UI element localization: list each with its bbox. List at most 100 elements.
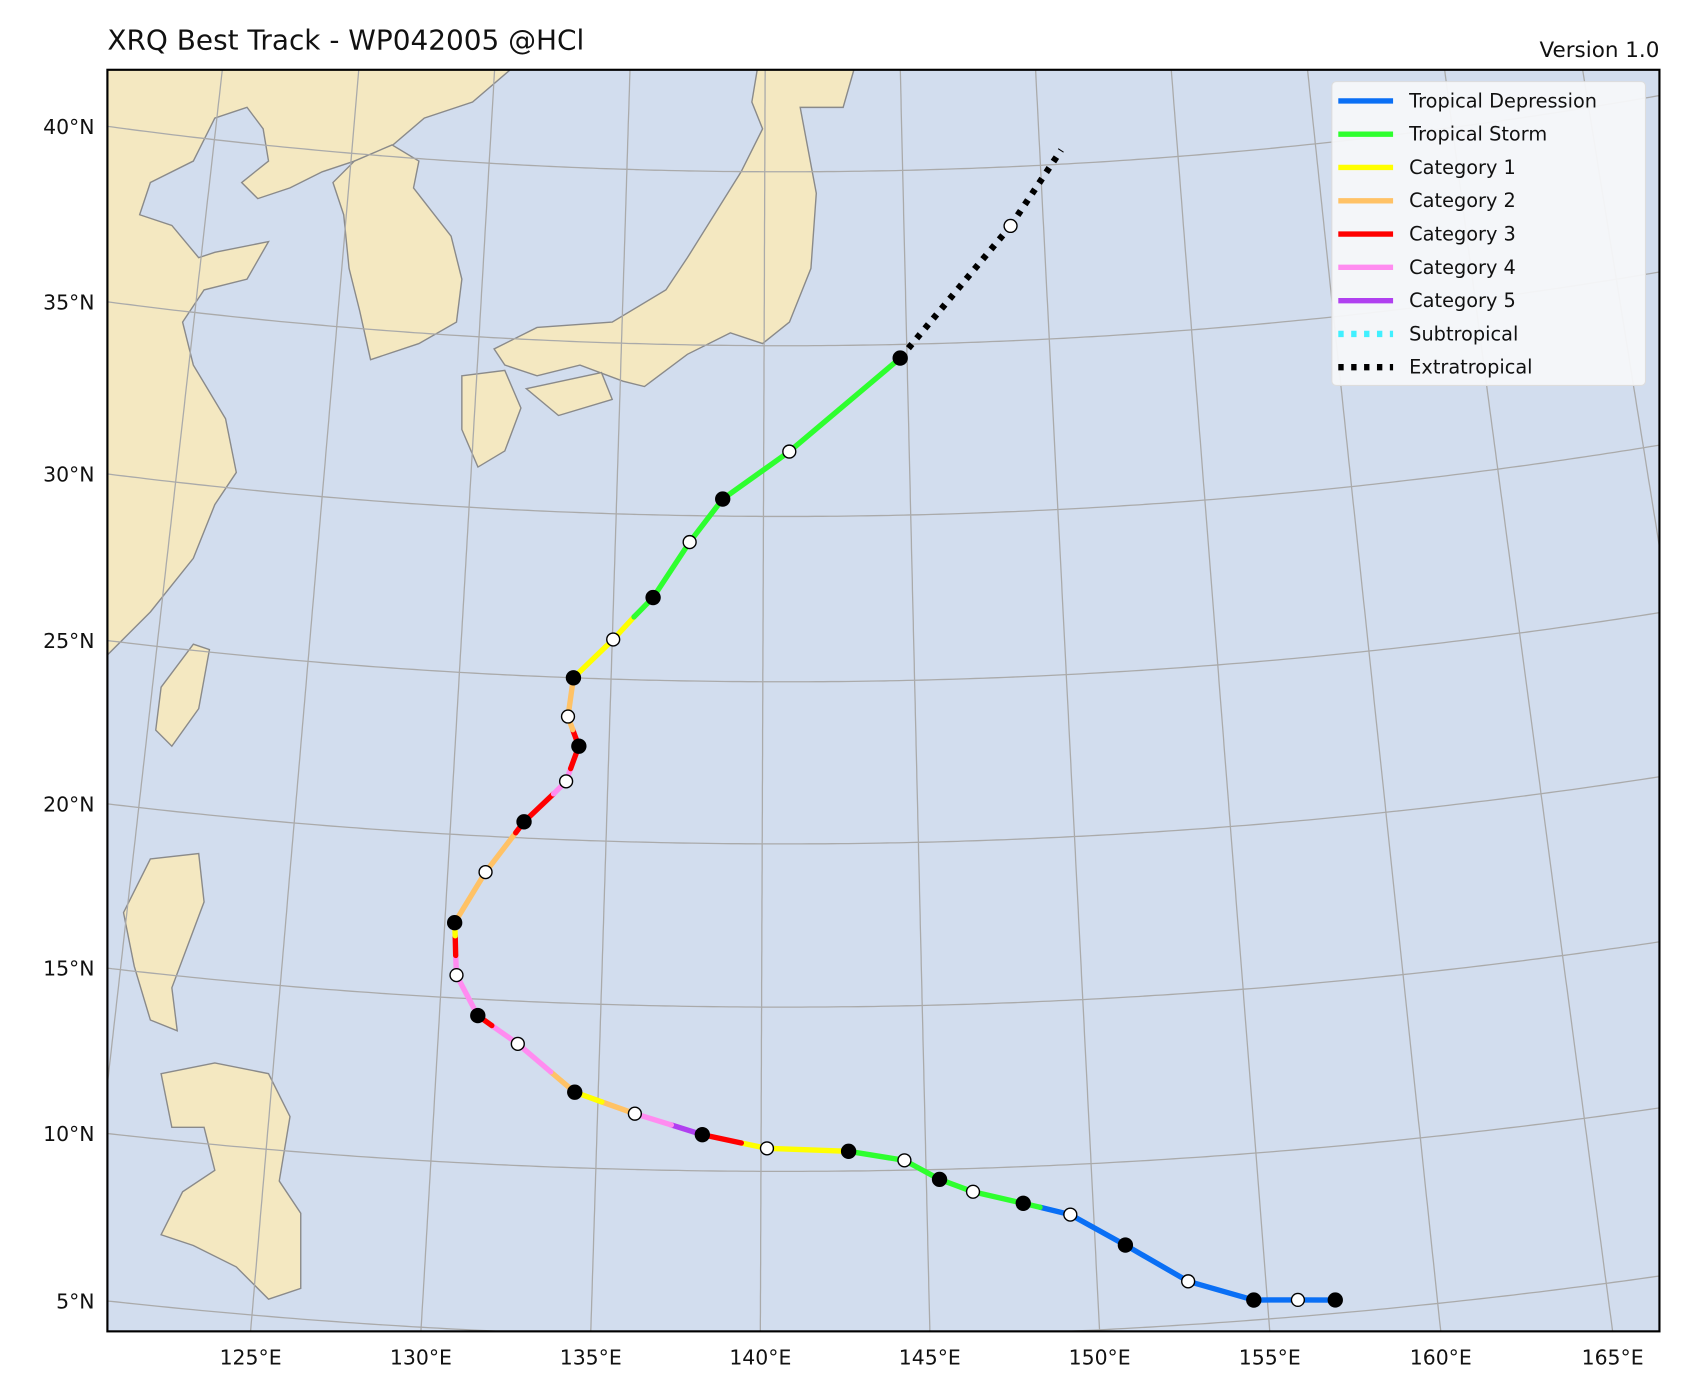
x-tick-label: 160°E — [1410, 1346, 1472, 1370]
meridian-line — [590, 69, 631, 1332]
axis-tick-labels: 125°E 130°E 135°E 140°E 145°E 150°E 155°E 160°E… — [43, 115, 1644, 1370]
x-tick-label: 145°E — [899, 1346, 961, 1370]
x-tick-label: 135°E — [560, 1346, 622, 1370]
land-layer — [107, 69, 855, 1300]
track-point-open — [782, 444, 797, 459]
meridian-line — [759, 69, 766, 1332]
y-tick-label: 25°N — [43, 629, 94, 653]
track-point-filled — [571, 738, 587, 754]
track-point-filled — [715, 491, 731, 507]
y-tick-label: 15°N — [43, 957, 94, 981]
y-tick-label: 10°N — [43, 1122, 94, 1146]
track-segment-TS — [720, 448, 792, 502]
map-frame — [106, 68, 1661, 1333]
land-visayas-mindanao — [160, 1062, 302, 1300]
track-point-open — [1290, 1292, 1306, 1308]
legend-label: Tropical Storm — [1408, 123, 1547, 146]
y-tick-label: 30°N — [43, 462, 94, 486]
track-point-filled — [516, 814, 532, 830]
track-point-open — [965, 1184, 981, 1199]
track-point-filled — [694, 1127, 711, 1143]
track-point-open — [627, 1106, 643, 1121]
x-tick-label: 155°E — [1239, 1346, 1301, 1370]
land-china — [107, 69, 512, 656]
legend-box — [1331, 81, 1647, 386]
y-tick-label: 20°N — [43, 792, 94, 816]
parallel-line — [107, 612, 1660, 683]
track-segment-EX — [897, 223, 1014, 361]
track-point-filled — [892, 350, 908, 366]
track-point-open — [759, 1141, 775, 1156]
track-point-filled — [1117, 1237, 1134, 1253]
meridian-line — [899, 69, 931, 1332]
legend: Tropical Depression Tropical Storm Categor… — [1331, 81, 1647, 386]
track-point-filled — [931, 1171, 948, 1188]
track-point-open — [560, 709, 576, 724]
parallel-line — [107, 444, 1660, 518]
track-point-open — [449, 967, 464, 983]
track-point-filled — [470, 1007, 486, 1024]
x-tick-label: 130°E — [390, 1346, 452, 1370]
land-japan-kyushu — [461, 369, 522, 469]
track-point-filled — [1015, 1195, 1031, 1211]
meridian-line — [1034, 69, 1101, 1332]
track-segment-EX — [1007, 148, 1064, 228]
x-tick-label: 140°E — [729, 1346, 791, 1370]
chart-title: XRQ Best Track - WP042005 @HCl — [107, 23, 584, 56]
legend-label: Category 5 — [1409, 289, 1516, 312]
land-taiwan — [155, 643, 211, 748]
track-point-open — [1181, 1274, 1196, 1289]
x-tick-label: 125°E — [220, 1346, 282, 1370]
legend-label: Extratropical — [1409, 356, 1532, 379]
track-point-open — [478, 864, 493, 880]
track-segment-C2 — [451, 869, 489, 926]
parallel-line — [107, 1107, 1660, 1173]
land-japan-shikoku — [524, 371, 614, 417]
track-point-open — [510, 1036, 525, 1051]
meridian-line — [1170, 69, 1271, 1332]
track-point-open — [1063, 1207, 1078, 1222]
track-point-open — [682, 534, 697, 550]
y-tick-label: 5°N — [56, 1289, 94, 1313]
meridian-line — [1306, 69, 1442, 1332]
track-segment-C2 — [482, 830, 519, 875]
track-segment-TD — [1185, 1278, 1257, 1303]
track-point-filled — [567, 1084, 583, 1100]
track-point-open — [558, 774, 574, 789]
x-tick-label: 165°E — [1582, 1346, 1644, 1370]
parallel-line — [107, 1275, 1660, 1332]
parallel-line — [107, 776, 1660, 845]
track-segment-TS — [686, 496, 726, 545]
track-segment-TD — [1067, 1211, 1129, 1248]
track-point-filled — [840, 1143, 857, 1160]
y-tick-label: 35°N — [43, 290, 94, 314]
track-point-open — [897, 1153, 912, 1168]
track-point-filled — [1327, 1292, 1343, 1308]
legend-label: Category 1 — [1409, 156, 1516, 179]
land-korea — [332, 144, 463, 361]
legend-label: Category 4 — [1409, 256, 1516, 279]
legend-label: Subtropical — [1409, 322, 1518, 345]
track-segment-C4 — [515, 1041, 554, 1075]
version-label: Version 1.0 — [1540, 38, 1660, 63]
meridian-line — [107, 69, 223, 1085]
track-segment-C1 — [764, 1145, 852, 1155]
track-segment-TS — [786, 355, 903, 455]
track-point-open — [1003, 218, 1018, 234]
track-segment-TS — [845, 1148, 908, 1164]
storm-track — [446, 148, 1343, 1308]
track-point-filled — [645, 589, 661, 606]
y-tick-label: 40°N — [43, 115, 94, 139]
track-segment-TS — [650, 539, 693, 601]
parallel-line — [107, 941, 1660, 1008]
land-luzon — [122, 852, 205, 1032]
track-point-filled — [565, 670, 582, 686]
track-point-filled — [446, 915, 463, 931]
track-segment-TS — [970, 1189, 1026, 1206]
map-layer — [107, 69, 1660, 1332]
legend-label: Tropical Depression — [1408, 89, 1597, 112]
meridian-line — [420, 69, 496, 1332]
legend-label: Category 2 — [1409, 189, 1516, 212]
